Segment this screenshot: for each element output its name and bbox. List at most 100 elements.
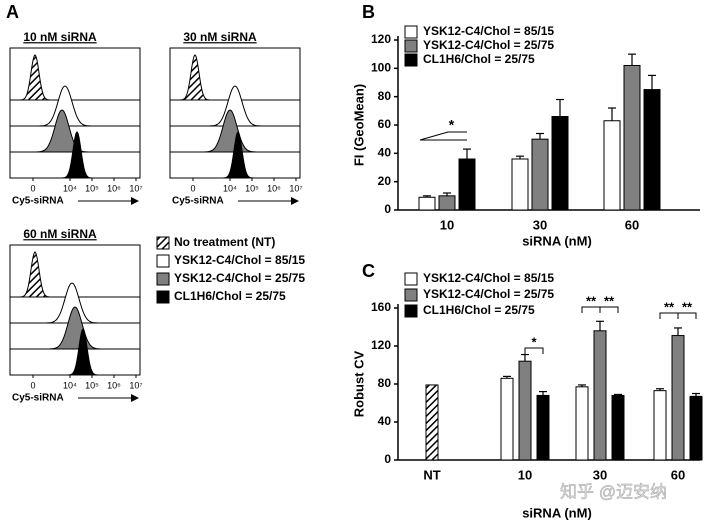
legend-label: YSK12-C4/Chol = 85/15 <box>423 24 554 38</box>
x-tick-label: 0 <box>30 380 35 390</box>
x-tick-label: 10⁵ <box>85 183 99 193</box>
y-axis-label: FI (GeoMean) <box>351 84 366 166</box>
significance-mark: ** <box>682 299 693 314</box>
histogram-title: 30 nM siRNA <box>183 30 257 44</box>
legend-swatch <box>156 236 170 250</box>
significance-mark: ** <box>586 293 597 308</box>
x-tick-label: 10⁵ <box>85 380 99 390</box>
x-tick-label: NT <box>423 467 440 482</box>
x-tick-label: 10⁴ <box>63 380 77 390</box>
legend-swatch <box>404 288 418 302</box>
x-tick-label: 0 <box>30 183 35 193</box>
y-tick-label: 40 <box>378 146 392 160</box>
legend-swatch <box>156 272 170 286</box>
x-tick-label: 10⁷ <box>129 380 142 390</box>
y-tick-label: 120 <box>371 338 391 352</box>
bar <box>671 335 685 461</box>
bar <box>418 196 436 211</box>
x-tick-label: 10⁴ <box>63 183 77 193</box>
significance-bracket <box>524 347 544 354</box>
significance-bracket <box>677 312 697 319</box>
histogram-nt <box>10 54 140 101</box>
bar <box>438 195 456 211</box>
y-tick-label: 160 <box>371 300 391 314</box>
bar <box>611 394 625 461</box>
y-tick-label: 100 <box>371 61 391 75</box>
legend-label: YSK12-C4/Chol = 85/15 <box>423 271 554 285</box>
x-tick-label: 30 <box>593 467 607 482</box>
x-tick-label: 10⁶ <box>267 183 281 193</box>
y-tick-label: 40 <box>378 414 392 428</box>
bar <box>593 330 607 461</box>
legend-swatch <box>404 53 418 67</box>
significance-mark: * <box>531 334 537 349</box>
legend-swatch <box>156 254 170 268</box>
bar <box>689 395 703 461</box>
x-tick-label: 60 <box>671 467 685 482</box>
x-tick-label: 10⁷ <box>129 183 142 193</box>
bar <box>518 360 532 461</box>
legend-label: CL1H6/Chol = 25/75 <box>174 289 286 303</box>
x-axis-label: Cy5-siRNA <box>172 196 224 207</box>
histogram-white <box>170 85 300 127</box>
bar <box>575 386 589 461</box>
panel-label: A <box>6 2 19 22</box>
significance-mark: ** <box>604 293 615 308</box>
x-tick-label: 10 <box>518 467 532 482</box>
legend-label: YSK12-C4/Chol = 25/75 <box>423 38 554 52</box>
legend-swatch <box>404 25 418 39</box>
bar <box>551 116 569 211</box>
y-tick-label: 80 <box>378 376 392 390</box>
bar <box>603 120 621 211</box>
legend-swatch <box>404 39 418 53</box>
significance-bracket <box>419 131 467 141</box>
x-tick-label: 0 <box>190 183 195 193</box>
y-axis-label: Robust CV <box>351 350 366 417</box>
x-tick-label: 10 <box>440 217 454 232</box>
histogram-gray <box>170 109 300 153</box>
histogram-title: 10 nM siRNA <box>23 30 97 44</box>
significance-mark: * <box>449 117 455 133</box>
bar <box>653 390 667 461</box>
x-tick-label: 10⁴ <box>223 183 237 193</box>
x-axis-label: Cy5-siRNA <box>12 196 64 207</box>
x-tick-label: 30 <box>533 217 547 232</box>
histogram-black <box>10 131 140 179</box>
y-tick-label: 20 <box>378 174 392 188</box>
bar <box>536 394 550 461</box>
bar <box>643 89 661 211</box>
y-tick-label: 0 <box>384 452 391 466</box>
legend-label: CL1H6/Chol = 25/75 <box>423 52 535 66</box>
legend-label: CL1H6/Chol = 25/75 <box>423 303 535 317</box>
bar <box>500 377 514 461</box>
histogram-title: 60 nM siRNA <box>23 227 97 241</box>
x-tick-label: 10⁷ <box>289 183 302 193</box>
legend-swatch <box>404 304 418 318</box>
x-tick-label: 10⁶ <box>107 380 121 390</box>
legend-label: No treatment (NT) <box>174 235 275 249</box>
y-tick-label: 80 <box>378 89 392 103</box>
y-tick-label: 60 <box>378 117 392 131</box>
bar <box>623 65 641 211</box>
significance-mark: ** <box>664 299 675 314</box>
histogram-white <box>10 282 140 324</box>
panel-label: B <box>362 2 375 22</box>
bar <box>531 138 549 211</box>
legend-label: YSK12-C4/Chol = 25/75 <box>174 271 305 285</box>
bar <box>458 158 476 211</box>
bar <box>511 158 529 211</box>
y-tick-label: 120 <box>371 32 391 46</box>
x-axis-label: siRNA (nM) <box>522 505 592 520</box>
histogram-gray <box>10 306 140 350</box>
x-tick-label: 60 <box>625 217 639 232</box>
y-tick-label: 0 <box>384 202 391 216</box>
legend-label: YSK12-C4/Chol = 85/15 <box>174 253 305 267</box>
histogram-black <box>10 328 140 376</box>
x-axis-label: Cy5-siRNA <box>12 393 64 404</box>
histogram-white <box>10 85 140 127</box>
x-tick-label: 10⁵ <box>245 183 259 193</box>
legend-label: YSK12-C4/Chol = 25/75 <box>423 287 554 301</box>
watermark: 知乎 @迈安纳 <box>560 482 667 501</box>
bar <box>425 384 439 461</box>
